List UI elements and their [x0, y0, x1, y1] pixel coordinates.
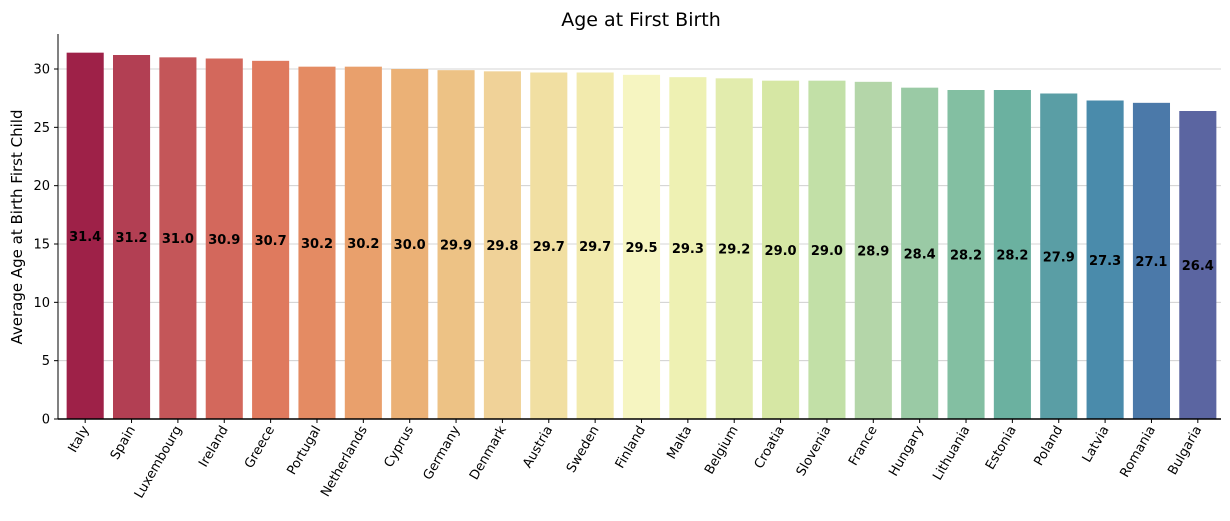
data-label: 29.2 — [718, 243, 750, 258]
x-tick-label: Ireland — [196, 424, 231, 470]
y-axis-ticks: 0 5 10 15 20 25 30 — [33, 63, 58, 428]
data-label: 30.2 — [301, 237, 333, 252]
data-label: 31.4 — [69, 230, 101, 245]
bar-estonia — [993, 90, 1031, 419]
x-tick-label: Germany — [421, 423, 464, 483]
bar-italy — [66, 52, 104, 420]
data-label: 28.2 — [996, 249, 1028, 264]
x-tick-label: Estonia — [983, 424, 1020, 473]
bar-latvia — [1086, 100, 1124, 419]
bar-bulgaria — [1179, 111, 1217, 419]
y-axis-label: Average Age at Birth First Child — [8, 110, 26, 345]
x-tick-label: Luxembourg — [132, 424, 186, 502]
data-label: 31.2 — [116, 231, 148, 246]
bar-france — [854, 81, 892, 419]
bar-cyprus — [391, 69, 429, 419]
x-tick-label: Latvia — [1080, 424, 1113, 466]
bar-malta — [669, 77, 707, 420]
bar-poland — [1040, 93, 1078, 419]
data-label: 29.0 — [811, 244, 843, 259]
data-label: 29.3 — [672, 242, 704, 257]
bar-romania — [1132, 102, 1171, 419]
bar-germany — [437, 70, 475, 420]
x-tick-label: Sweden — [564, 424, 603, 476]
x-tick-label: Belgium — [702, 424, 742, 478]
x-tick-label: Austria — [520, 424, 556, 471]
data-label: 29.5 — [625, 241, 657, 256]
x-tick-label: Finland — [613, 424, 649, 472]
bar-denmark — [483, 71, 521, 419]
data-label: 28.9 — [857, 244, 889, 259]
bar-austria — [530, 72, 568, 419]
data-label: 29.8 — [486, 239, 518, 254]
x-tick-label: Cyprus — [381, 423, 417, 470]
x-tick-label: Italy — [66, 423, 93, 455]
x-tick-label: Romania — [1118, 424, 1159, 481]
bar-hungary — [901, 87, 939, 420]
x-tick-label: Malta — [664, 424, 695, 463]
bar-ireland — [205, 58, 243, 419]
y-tick-label: 5 — [42, 354, 50, 369]
data-label: 30.2 — [347, 237, 379, 252]
x-tick-label: Lithuania — [930, 424, 973, 484]
bar-belgium — [715, 78, 753, 419]
x-tick-label: Denmark — [467, 423, 510, 483]
data-label: 30.0 — [394, 238, 426, 253]
x-tick-label: Portugal — [285, 424, 325, 478]
data-label: 27.3 — [1089, 254, 1121, 269]
bar-portugal — [298, 66, 336, 420]
data-label: 29.0 — [765, 244, 797, 259]
x-tick-label: Greece — [242, 424, 278, 472]
y-tick-label: 30 — [33, 63, 50, 78]
data-label: 29.7 — [579, 240, 611, 255]
data-label: 28.2 — [950, 249, 982, 264]
bar-greece — [252, 60, 290, 419]
x-tick-label: Croatia — [752, 424, 788, 472]
data-labels: 31.4 31.2 31.0 30.9 30.7 30.2 30.2 30.0 29.9 29.8… — [69, 230, 1214, 274]
y-tick-label: 10 — [33, 296, 50, 311]
bar-netherlands — [344, 66, 382, 420]
bar-sweden — [576, 72, 614, 419]
bar-spain — [112, 55, 151, 419]
bar-finland — [622, 74, 661, 419]
data-label: 30.7 — [255, 234, 287, 249]
x-tick-label: Hungary — [886, 423, 927, 479]
x-tick-label: Spain — [108, 424, 139, 463]
y-tick-label: 25 — [33, 121, 50, 136]
y-tick-label: 20 — [33, 179, 50, 194]
data-label: 27.9 — [1043, 250, 1075, 265]
bar-slovenia — [808, 80, 846, 420]
data-label: 30.9 — [208, 233, 240, 248]
x-tick-label: Slovenia — [794, 424, 835, 479]
x-tick-label: Bulgaria — [1165, 424, 1205, 478]
x-tick-label: Netherlands — [318, 423, 371, 499]
data-label: 29.7 — [533, 240, 565, 255]
y-tick-label: 0 — [42, 413, 50, 428]
data-label: 29.9 — [440, 239, 472, 254]
data-label: 26.4 — [1182, 259, 1214, 274]
y-tick-label: 15 — [33, 238, 50, 253]
chart-title: Age at First Birth — [561, 9, 721, 31]
data-label: 27.1 — [1135, 255, 1167, 270]
data-label: 31.0 — [162, 232, 194, 247]
x-tick-label: Poland — [1032, 424, 1067, 469]
bar-luxembourg — [159, 57, 197, 419]
bar-croatia — [762, 80, 800, 420]
bars — [66, 52, 1217, 420]
x-tick-label: France — [846, 424, 881, 469]
data-label: 28.4 — [904, 247, 936, 262]
bar-lithuania — [947, 90, 985, 419]
